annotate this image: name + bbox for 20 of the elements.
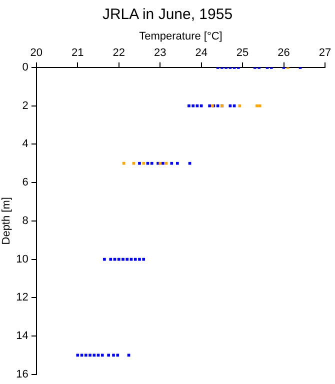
x-tick-label: 23	[154, 46, 166, 59]
x-axis-title: Temperature [°C]	[139, 30, 222, 43]
y-tick-label: 0	[22, 61, 28, 74]
chart-title: JRLA in June, 1955	[101, 6, 234, 25]
y-tick-label: 14	[16, 330, 28, 342]
y-tick-label: 12	[16, 292, 28, 304]
x-tick-label: 22	[112, 46, 126, 59]
y-tick-label: 10	[16, 253, 28, 266]
x-tick-label: 26	[278, 46, 290, 59]
y-tick-label: 4	[22, 138, 28, 150]
y-tick-label: 16	[16, 368, 28, 380]
x-tick-label: 21	[72, 46, 84, 59]
y-axis-title: Depth [m]	[0, 197, 13, 245]
y-tick-label: 8	[22, 214, 28, 227]
x-tick-label: 20	[30, 46, 43, 59]
x-tick-label: 24	[195, 46, 208, 59]
y-tick-label: 2	[22, 100, 28, 112]
x-tick-label: 27	[318, 46, 332, 59]
y-tick-label: 6	[22, 176, 28, 189]
x-tick-label: 25	[236, 46, 249, 59]
